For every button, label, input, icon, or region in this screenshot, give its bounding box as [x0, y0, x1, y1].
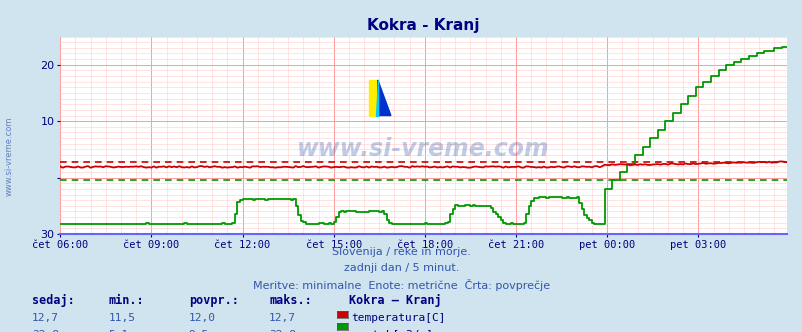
Text: 32,8: 32,8 — [269, 330, 296, 332]
Text: 11,5: 11,5 — [108, 313, 136, 323]
Text: zadnji dan / 5 minut.: zadnji dan / 5 minut. — [343, 263, 459, 273]
Text: 12,7: 12,7 — [269, 313, 296, 323]
Text: 5,1: 5,1 — [108, 330, 128, 332]
Text: Slovenija / reke in morje.: Slovenija / reke in morje. — [332, 247, 470, 257]
Polygon shape — [377, 80, 391, 116]
Text: maks.:: maks.: — [269, 294, 311, 307]
Text: www.si-vreme.com: www.si-vreme.com — [297, 137, 549, 161]
Text: 12,7: 12,7 — [32, 313, 59, 323]
Title: Kokra - Kranj: Kokra - Kranj — [367, 18, 480, 33]
Text: pretok[m3/s]: pretok[m3/s] — [351, 330, 432, 332]
Text: Meritve: minimalne  Enote: metrične  Črta: povprečje: Meritve: minimalne Enote: metrične Črta:… — [253, 279, 549, 290]
Text: www.si-vreme.com: www.si-vreme.com — [5, 116, 14, 196]
Text: 32,8: 32,8 — [32, 330, 59, 332]
Text: povpr.:: povpr.: — [188, 294, 238, 307]
Text: 9,5: 9,5 — [188, 330, 209, 332]
Text: 12,0: 12,0 — [188, 313, 216, 323]
Text: min.:: min.: — [108, 294, 144, 307]
Text: temperatura[C]: temperatura[C] — [351, 313, 446, 323]
Polygon shape — [376, 80, 377, 116]
Bar — [369, 80, 377, 116]
Text: sedaj:: sedaj: — [32, 294, 75, 307]
Text: Kokra – Kranj: Kokra – Kranj — [349, 294, 441, 307]
